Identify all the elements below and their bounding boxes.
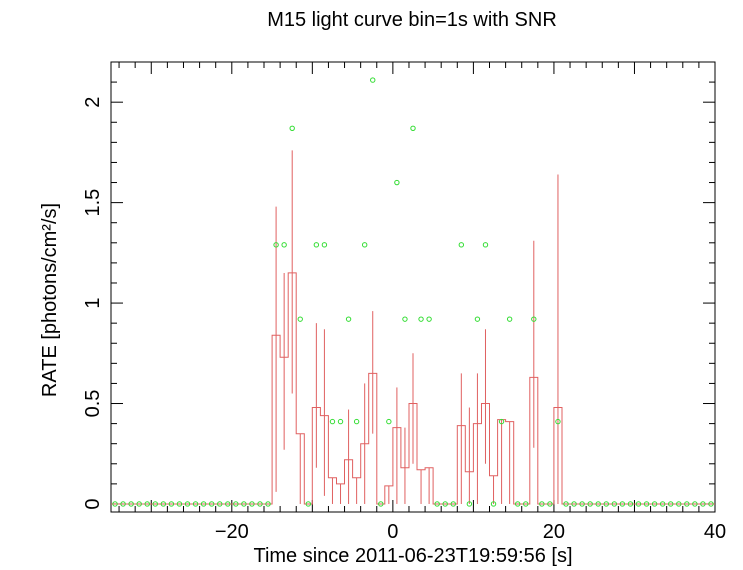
snr-point [402,316,408,322]
snr-point [410,125,416,131]
snr-point [635,501,642,507]
snr-point [611,501,618,507]
snr-point [112,501,118,507]
snr-point [450,501,456,507]
snr-point [571,501,577,507]
snr-point [265,501,271,507]
snr-point [474,316,481,322]
snr-point [128,501,134,507]
y-axis-label: RATE [photons/cm²/s] [39,203,61,397]
snr-point [684,501,690,507]
y-tick-labels: 0 0.5 1 1.5 2 [82,97,104,510]
snr-point [217,501,223,507]
snr-point [603,501,609,507]
y-tick-label: 0 [82,498,104,509]
snr-point [434,501,440,507]
snr-point [595,501,601,507]
snr-point [579,501,585,507]
x-tick-label: −20 [215,521,249,543]
snr-point [514,501,521,507]
snr-point [442,501,448,507]
snr-point [555,418,561,425]
snr-point [233,501,239,507]
snr-point [353,418,360,425]
snr-point [676,501,682,507]
rate-series [111,150,715,505]
axis-ticks [111,61,716,512]
x-tick-label: 20 [543,521,565,543]
snr-point [523,501,529,507]
snr-point [426,316,432,322]
snr-point [176,501,183,507]
snr-point [321,242,328,248]
y-tick-label: 1 [82,298,104,309]
rate-step-line [111,272,715,505]
snr-point [208,501,215,507]
y-tick-label: 0.5 [82,390,104,418]
snr-point [297,316,303,322]
snr-point [539,501,545,507]
snr-point [668,501,674,507]
snr-point [651,501,658,507]
snr-point [241,501,247,507]
snr-point [378,501,384,507]
snr-point [152,501,158,507]
snr-point [619,501,626,507]
snr-point [120,501,126,507]
snr-point [692,501,698,507]
snr-point [394,179,400,186]
snr-point [531,316,537,322]
snr-point [345,316,352,322]
snr-point [289,125,295,131]
snr-point [144,501,150,507]
snr-point [184,501,191,507]
x-tick-label: 0 [387,521,398,543]
snr-point [281,242,287,248]
snr-series [112,77,714,507]
snr-point [305,501,312,507]
snr-point [498,418,505,425]
chart-title: M15 light curve bin=1s with SNR [267,9,557,31]
snr-point [418,316,424,322]
snr-point [249,501,255,507]
snr-point [547,501,553,507]
y-tick-label: 1.5 [82,189,104,217]
snr-point [643,501,650,507]
snr-point [257,501,263,507]
snr-point [200,501,207,507]
plot-frame [110,61,716,513]
snr-point [361,242,368,248]
snr-point [313,242,320,248]
snr-point [563,501,569,507]
snr-point [192,501,199,507]
snr-point [482,242,489,248]
snr-point [337,418,344,425]
snr-point [458,242,465,248]
snr-point [627,501,634,507]
snr-point [466,501,473,507]
snr-point [386,418,392,425]
snr-point [225,501,231,507]
snr-point [273,242,279,248]
x-tick-labels: −20 0 20 40 [215,521,726,543]
snr-point [160,501,167,507]
snr-point [708,501,714,507]
snr-point [659,501,666,507]
snr-point [136,501,142,507]
snr-point [329,418,336,425]
snr-point [370,77,376,83]
snr-point [506,316,513,322]
x-axis-label: Time since 2011-06-23T19:59:56 [s] [253,545,572,567]
snr-point [700,501,706,507]
x-tick-label: 40 [704,521,726,543]
snr-point [168,501,175,507]
snr-point [587,501,593,507]
y-tick-label: 2 [82,97,104,108]
snr-point [490,501,497,507]
